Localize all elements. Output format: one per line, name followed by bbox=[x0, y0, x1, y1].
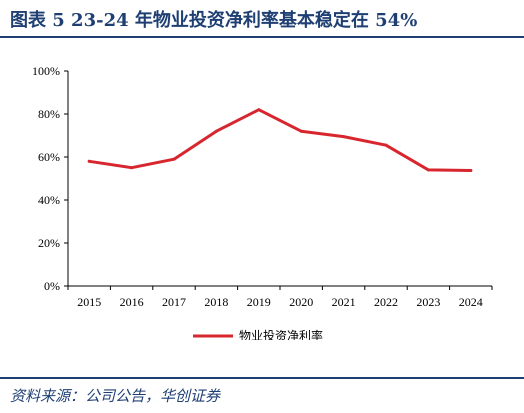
data-point bbox=[469, 169, 473, 173]
y-tick-label: 100% bbox=[32, 64, 60, 78]
x-tick-label: 2024 bbox=[459, 295, 483, 309]
x-tick-label: 2021 bbox=[332, 295, 356, 309]
chart-axes: 0% 20% 40% 60% 80% 100% 2015 2016 2017 2018 2019 20… bbox=[32, 64, 493, 309]
x-tick-label: 2022 bbox=[374, 295, 398, 309]
y-tick-label: 80% bbox=[38, 107, 60, 121]
y-tick-label: 40% bbox=[38, 193, 60, 207]
source-divider bbox=[0, 377, 524, 379]
line-chart: 0% 20% 40% 60% 80% 100% 2015 2016 2017 2018 2019 20… bbox=[32, 64, 493, 340]
x-tick-label: 2017 bbox=[162, 295, 186, 309]
x-tick-label: 2018 bbox=[204, 295, 228, 309]
data-point bbox=[257, 108, 261, 112]
legend-label: 物业投资净利率 bbox=[239, 328, 323, 340]
x-tick-label: 2019 bbox=[247, 295, 271, 309]
source-note: 资料来源：公司公告，华创证券 bbox=[10, 387, 221, 405]
data-point bbox=[384, 143, 388, 147]
x-tick-label: 2016 bbox=[120, 295, 144, 309]
x-tick-label: 2023 bbox=[416, 295, 440, 309]
data-point bbox=[130, 166, 134, 170]
chart-legend: 物业投资净利率 bbox=[193, 328, 323, 340]
chart-plot-area bbox=[87, 108, 473, 173]
x-tick-label: 2015 bbox=[77, 295, 101, 309]
data-point bbox=[426, 168, 430, 172]
figure-title: 图表 5 23-24 年物业投资净利率基本稳定在 54% bbox=[10, 10, 418, 31]
x-tick-label: 2020 bbox=[289, 295, 313, 309]
y-tick-label: 0% bbox=[44, 279, 60, 293]
title-bar: 图表 5 23-24 年物业投资净利率基本稳定在 54% bbox=[0, 0, 524, 38]
data-point bbox=[299, 129, 303, 133]
data-point bbox=[342, 135, 346, 139]
y-tick-label: 20% bbox=[38, 236, 60, 250]
data-point bbox=[214, 129, 218, 133]
data-point bbox=[87, 159, 91, 163]
y-tick-label: 60% bbox=[38, 150, 60, 164]
data-point bbox=[172, 157, 176, 161]
series-line bbox=[87, 108, 473, 172]
